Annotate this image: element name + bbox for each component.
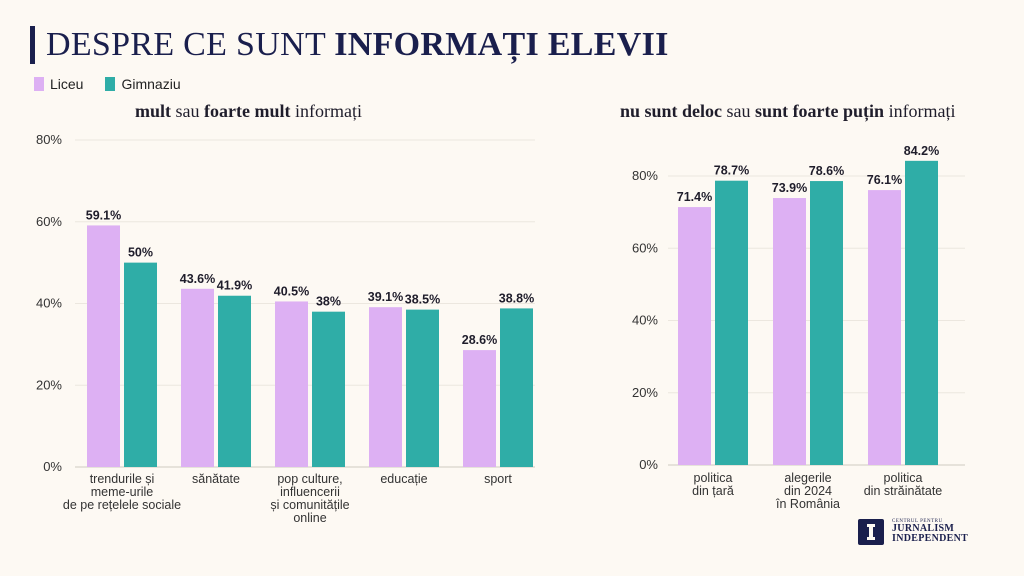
legend-item-liceu: Liceu xyxy=(34,76,83,92)
bar-liceu-right xyxy=(678,207,711,465)
category-label-left: sport xyxy=(484,472,512,486)
logo-line-2: INDEPENDENT xyxy=(892,533,969,544)
logo-i-icon xyxy=(867,524,875,540)
subtitle-left-text-2: informați xyxy=(290,101,362,121)
data-label-left: 28.6% xyxy=(462,333,497,347)
y-tick-label-left: 40% xyxy=(36,296,62,311)
bar-liceu-left xyxy=(275,301,308,467)
data-label-left: 59.1% xyxy=(86,208,121,222)
subtitle-right-bold-1: nu sunt deloc xyxy=(620,101,723,121)
title-regular: DESPRE CE SUNT xyxy=(46,26,335,63)
data-label-left: 38.8% xyxy=(499,291,534,305)
y-tick-label-right: 40% xyxy=(632,313,658,328)
logo-line-1: JURNALISM xyxy=(892,523,955,534)
subtitle-right-text-1: sau xyxy=(722,101,756,121)
subtitle-right-text-2: informați xyxy=(884,101,956,121)
bar-liceu-left xyxy=(463,350,496,467)
bar-liceu-left xyxy=(369,307,402,467)
subtitle-left-text-1: sau xyxy=(171,101,204,121)
category-label-right: în România xyxy=(775,497,840,511)
y-tick-label-right: 60% xyxy=(632,240,658,255)
bar-liceu-right xyxy=(868,190,901,465)
y-tick-label-left: 20% xyxy=(36,377,62,392)
category-label-left: sănătate xyxy=(192,472,240,486)
bar-gimnaziu-left xyxy=(218,295,251,467)
bar-liceu-left xyxy=(87,225,120,467)
data-label-left: 50% xyxy=(128,246,153,260)
category-label-left: pop culture, xyxy=(277,472,342,486)
category-label-left: trendurile și xyxy=(90,472,155,486)
legend-swatch-liceu xyxy=(34,77,44,91)
legend: Liceu Gimnaziu xyxy=(34,76,181,92)
y-tick-label-left: 0% xyxy=(43,459,62,474)
data-label-left: 43.6% xyxy=(180,272,215,286)
bar-gimnaziu-left xyxy=(124,262,157,467)
category-label-left: educație xyxy=(380,472,427,486)
y-tick-label-right: 0% xyxy=(639,457,658,472)
bar-gimnaziu-right xyxy=(810,181,843,465)
data-label-right: 78.6% xyxy=(809,164,844,178)
bar-gimnaziu-right xyxy=(715,180,748,466)
logo-text: CENTRUL PENTRU JURNALISM INDEPENDENT xyxy=(892,519,968,544)
subtitle-left-bold-1: mult xyxy=(135,101,171,121)
bar-liceu-left xyxy=(181,288,214,467)
bar-gimnaziu-left xyxy=(312,311,345,467)
legend-item-gimnaziu: Gimnaziu xyxy=(105,76,181,92)
category-label-right: alegerile xyxy=(784,471,831,485)
logo-small-text: CENTRUL PENTRU xyxy=(892,519,943,524)
data-label-left: 39.1% xyxy=(368,290,403,304)
data-label-left: 41.9% xyxy=(217,279,252,293)
y-tick-label-left: 60% xyxy=(36,214,62,229)
title-accent-bar xyxy=(30,26,35,64)
data-label-left: 38.5% xyxy=(405,293,440,307)
category-label-left: de pe rețelele sociale xyxy=(63,498,181,512)
category-label-left: meme-urile xyxy=(91,485,154,499)
legend-label-gimnaziu: Gimnaziu xyxy=(121,76,181,92)
title-bold: INFORMAȚI ELEVII xyxy=(334,26,669,63)
data-label-right: 84.2% xyxy=(904,144,939,158)
bar-gimnaziu-left xyxy=(500,308,533,467)
logo-mark xyxy=(858,519,884,545)
data-label-right: 76.1% xyxy=(867,173,902,187)
bar-gimnaziu-left xyxy=(406,309,439,467)
category-label-right: din țară xyxy=(692,484,734,498)
data-label-right: 73.9% xyxy=(772,181,807,195)
y-tick-label-right: 20% xyxy=(632,385,658,400)
bar-liceu-right xyxy=(773,198,806,465)
category-label-left: și comunitățile xyxy=(270,498,349,512)
subtitle-left-bold-2: foarte mult xyxy=(204,101,291,121)
data-label-left: 38% xyxy=(316,295,341,309)
y-tick-label-left: 80% xyxy=(36,132,62,147)
data-label-left: 40.5% xyxy=(274,284,309,298)
subtitle-right-bold-2: sunt foarte puțin xyxy=(755,101,885,121)
category-label-right: din străinătate xyxy=(864,484,943,498)
category-label-right: din 2024 xyxy=(784,484,832,498)
category-label-right: politica xyxy=(694,471,733,485)
y-tick-label-right: 80% xyxy=(632,168,658,183)
bar-gimnaziu-right xyxy=(905,160,938,465)
category-label-right: politica xyxy=(884,471,923,485)
legend-label-liceu: Liceu xyxy=(50,76,84,92)
legend-swatch-gimnaziu xyxy=(105,77,116,91)
category-label-left: online xyxy=(293,511,326,525)
category-label-left: influencerii xyxy=(280,485,340,499)
data-label-right: 78.7% xyxy=(714,164,749,178)
data-label-right: 71.4% xyxy=(677,190,712,204)
chart-left-subtitle: mult sau foarte mult informați xyxy=(135,101,362,122)
chart-right-subtitle: nu sunt deloc sau sunt foarte puțin info… xyxy=(620,101,956,122)
page-title: DESPRE CE SUNT INFORMAȚI ELEVII xyxy=(46,24,669,66)
